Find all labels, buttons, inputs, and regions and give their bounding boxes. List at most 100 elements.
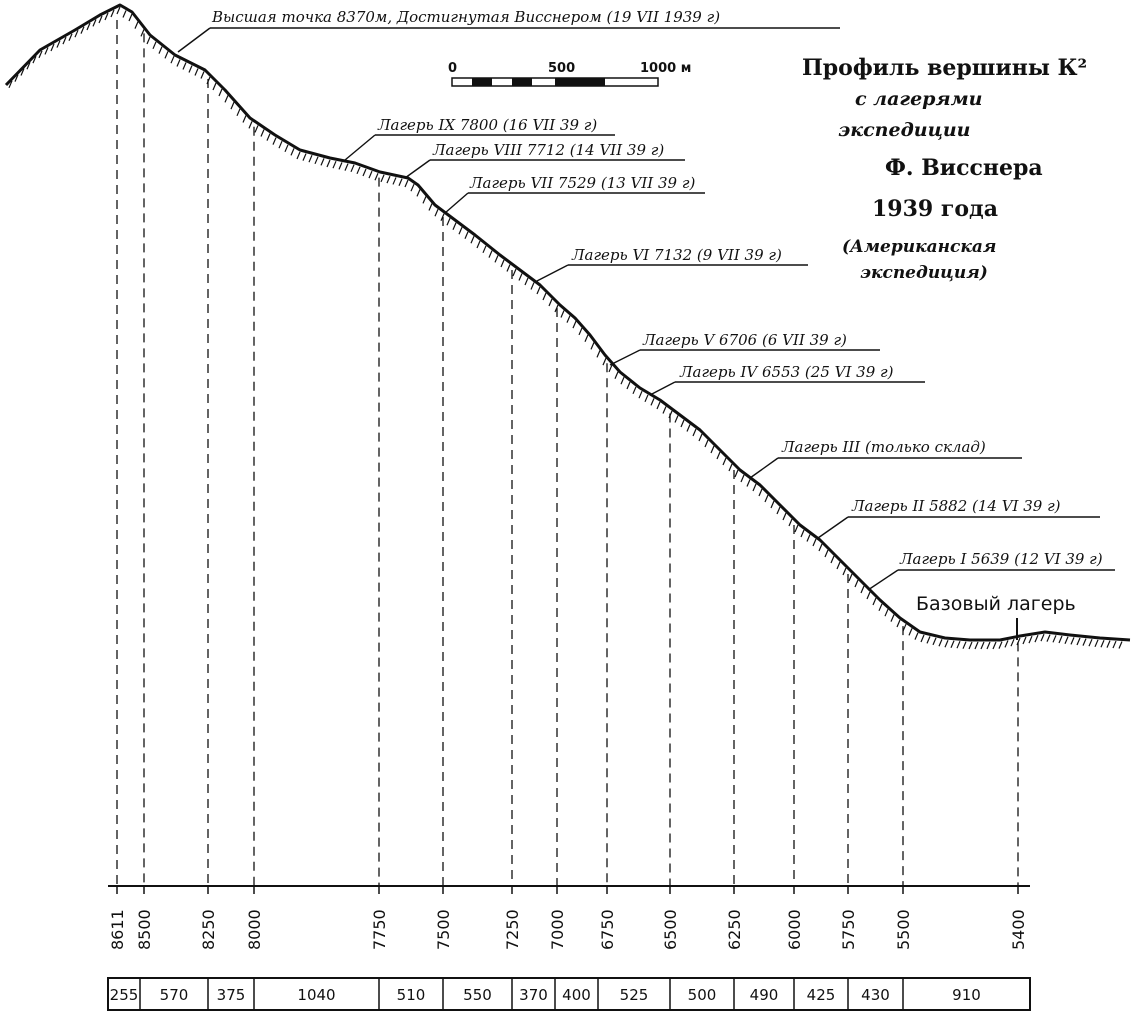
ridge-hatch-mark [266,133,271,141]
ridge-hatch-mark [1004,640,1009,648]
camp-iii-label: Лагерь III (только склад) [781,438,986,456]
ridge-hatch-mark [98,15,103,24]
ridge-hatch-mark [314,156,319,165]
ridge-hatch-mark [20,68,25,76]
ridge-hatch-mark [800,529,805,538]
ridge-hatch-mark [1022,636,1027,645]
ridge-hatch-mark [812,538,817,547]
segment-length-label: 570 [160,986,189,1004]
segment-length-label: 550 [463,986,492,1004]
camp-v-label: Лагерь V 6706 (6 VII 39 г) [642,331,847,349]
ridge-hatch-mark [1088,638,1093,647]
ridge-hatch-mark [254,125,259,133]
ridge-hatch-mark [1064,636,1069,644]
ridge-hatch-mark [518,273,523,281]
ridge-hatch-mark [494,255,499,263]
ridge-hatch-mark [710,445,715,454]
elevation-tick-label: 6250 [725,909,744,950]
ridge-hatch-mark [26,62,31,70]
ridge-hatch-mark [830,555,835,564]
ridge-hatch-mark [920,634,925,643]
ridge-hatch-mark [1094,639,1099,648]
ridge-hatch-mark [398,178,403,186]
ridge-hatch-mark [608,364,613,373]
camp-i: Лагерь I 5639 (12 VI 39 г) [867,550,1115,591]
ridge-hatch-mark [320,158,325,166]
ridge-hatch-mark [422,196,427,204]
title-line-1: Профиль вершины К² [802,55,1087,81]
title-line-5: 1939 года [872,196,998,222]
camp-ix: Лагерь IX 7800 (16 VII 39 г) [344,116,615,161]
camp-vi: Лагерь VI 7132 (9 VII 39 г) [534,246,808,283]
ridge-hatch-mark [950,640,955,648]
camp-iv: Лагерь IV 6553 (25 VI 39 г) [649,363,925,396]
ridge-hatch-mark [740,474,745,483]
title-line-4: Ф. Висснера [885,155,1043,181]
ridge-hatch-mark [392,177,397,185]
ridge-hatch-mark [1112,640,1117,649]
ridge-hatch-mark [914,632,919,640]
ridge-hatch-mark [788,518,793,527]
ridge-hatch-mark [908,628,913,636]
ridge-hatch-mark [446,218,451,226]
ridge-hatch-mark [416,189,421,197]
elevation-tick-label: 6750 [598,909,617,950]
segment-length-label: 510 [397,986,426,1004]
ridge-hatch-mark [404,179,409,188]
ridge-hatch-mark [734,469,739,478]
ridge-hatch-mark [638,390,643,399]
elevation-tick-label: 5500 [894,909,913,950]
ridge-hatch-mark [374,173,379,181]
ridge-hatch-mark [344,163,349,171]
ridge-hatch-mark [242,115,247,123]
ridge-hatch-mark [566,315,571,323]
ridge-hatch-mark [230,101,235,110]
ridge-hatch-mark [476,240,481,249]
ridge-hatch-mark [752,483,757,492]
ridge-hatch-mark [806,534,811,542]
ridge-hatch-mark [626,381,631,390]
ridge-hatch-mark [164,51,169,59]
camp-viii-label: Лагерь VIII 7712 (14 VII 39 г) [432,141,664,159]
ridge-hatch-mark [56,40,61,48]
elevation-tick-label: 7500 [434,909,453,950]
ridge-hatch-mark [698,433,703,442]
ridge-hatch-mark [1046,634,1051,642]
elevation-tick-label: 7000 [548,909,567,950]
ridge-hatch-mark [764,494,769,503]
ridge-hatch-mark [926,636,931,644]
scale-bar: 0 500 1000 м [448,61,691,87]
ridge-hatch-mark [968,641,973,650]
ridge-hatch-mark [212,82,217,91]
elevation-tick-label: 7250 [503,909,522,950]
camp-vi-label: Лагерь VI 7132 (9 VII 39 г) [571,246,782,264]
ridge-hatch-mark [704,439,709,448]
segment-length-label: 255 [110,986,139,1004]
ridge-hatch-mark [866,591,871,600]
ridge-hatch-mark [482,245,487,254]
ridge-hatch-mark [656,401,661,410]
elevation-tick-label: 6000 [785,909,804,950]
ridge-hatch-mark [14,74,19,82]
ridge-hatch-mark [50,43,55,52]
camp-vii: Лагерь VII 7529 (13 VII 39 г) [444,174,705,214]
elevation-tick-label: 6500 [661,909,680,950]
ridge-hatch-mark [1040,633,1045,642]
ridge-hatch-mark [38,50,43,59]
segment-length-label: 500 [688,986,717,1004]
mountain-profile [4,3,1131,650]
ridge-hatch-mark [260,129,265,137]
elevation-tick-label: 8000 [245,909,264,950]
ridge-hatch-mark [386,175,391,184]
ridge-hatch-mark [848,573,853,582]
base-camp: Базовый лагерь [916,593,1076,640]
ridge-hatch-mark [452,222,457,230]
ridge-hatch-mark [500,259,505,268]
ridge-hatch-mark [584,334,589,342]
ridge-hatch-mark [110,9,115,18]
ridge-hatch-mark [974,641,979,650]
ridge-hatch-mark [170,55,175,64]
elevation-tick-label: 8500 [135,909,154,950]
ridge-hatch-mark [1118,641,1123,649]
ridge-hatch-mark [284,144,289,153]
